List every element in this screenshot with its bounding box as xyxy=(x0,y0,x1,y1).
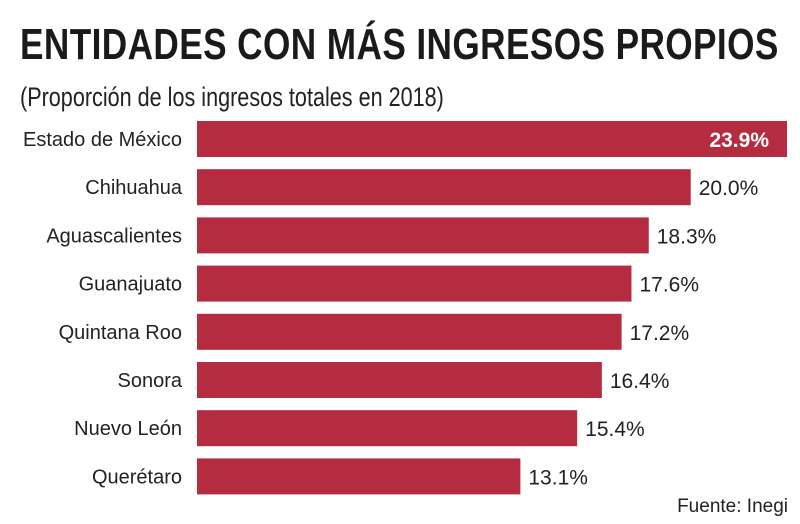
data-label: 15.4% xyxy=(585,418,645,441)
bar xyxy=(197,410,578,447)
category-label: Sonora xyxy=(118,370,183,392)
chart-title: ENTIDADES CON MÁS INGRESOS PROPIOS xyxy=(20,20,779,69)
data-label: 23.9% xyxy=(709,129,769,152)
chart-subtitle: (Proporción de los ingresos totales en 2… xyxy=(20,82,444,112)
data-label: 13.1% xyxy=(528,466,588,489)
category-label: Chihuahua xyxy=(85,177,183,199)
category-label: Quintana Roo xyxy=(59,322,182,344)
data-label: 17.6% xyxy=(639,274,699,297)
source-note: Fuente: Inegi xyxy=(677,496,788,517)
bar xyxy=(197,313,622,350)
data-label: 20.0% xyxy=(699,177,759,200)
bar xyxy=(197,265,632,302)
category-label: Aguascalientes xyxy=(46,225,182,247)
category-label: Querétaro xyxy=(92,466,182,488)
data-label: 17.2% xyxy=(630,322,690,345)
bar xyxy=(197,458,521,495)
data-label: 18.3% xyxy=(657,225,717,248)
category-label: Guanajuato xyxy=(79,274,182,296)
bar xyxy=(197,362,602,398)
bar xyxy=(197,169,691,206)
bar xyxy=(197,121,787,157)
category-label: Estado de México xyxy=(23,129,182,151)
bar xyxy=(197,217,649,254)
data-label: 16.4% xyxy=(610,370,670,393)
category-label: Nuevo León xyxy=(74,418,182,440)
